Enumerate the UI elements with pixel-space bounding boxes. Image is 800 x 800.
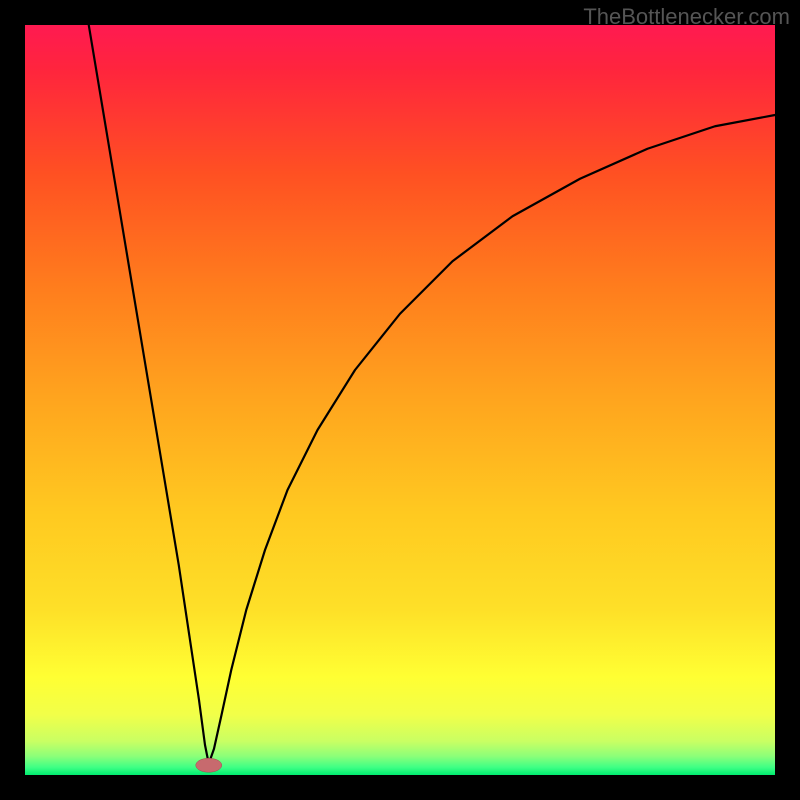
watermark-text: TheBottlenecker.com <box>583 4 790 30</box>
plot-background <box>25 25 775 775</box>
chart-svg <box>0 0 800 800</box>
chart-frame: TheBottlenecker.com <box>0 0 800 800</box>
valley-marker <box>196 758 222 772</box>
